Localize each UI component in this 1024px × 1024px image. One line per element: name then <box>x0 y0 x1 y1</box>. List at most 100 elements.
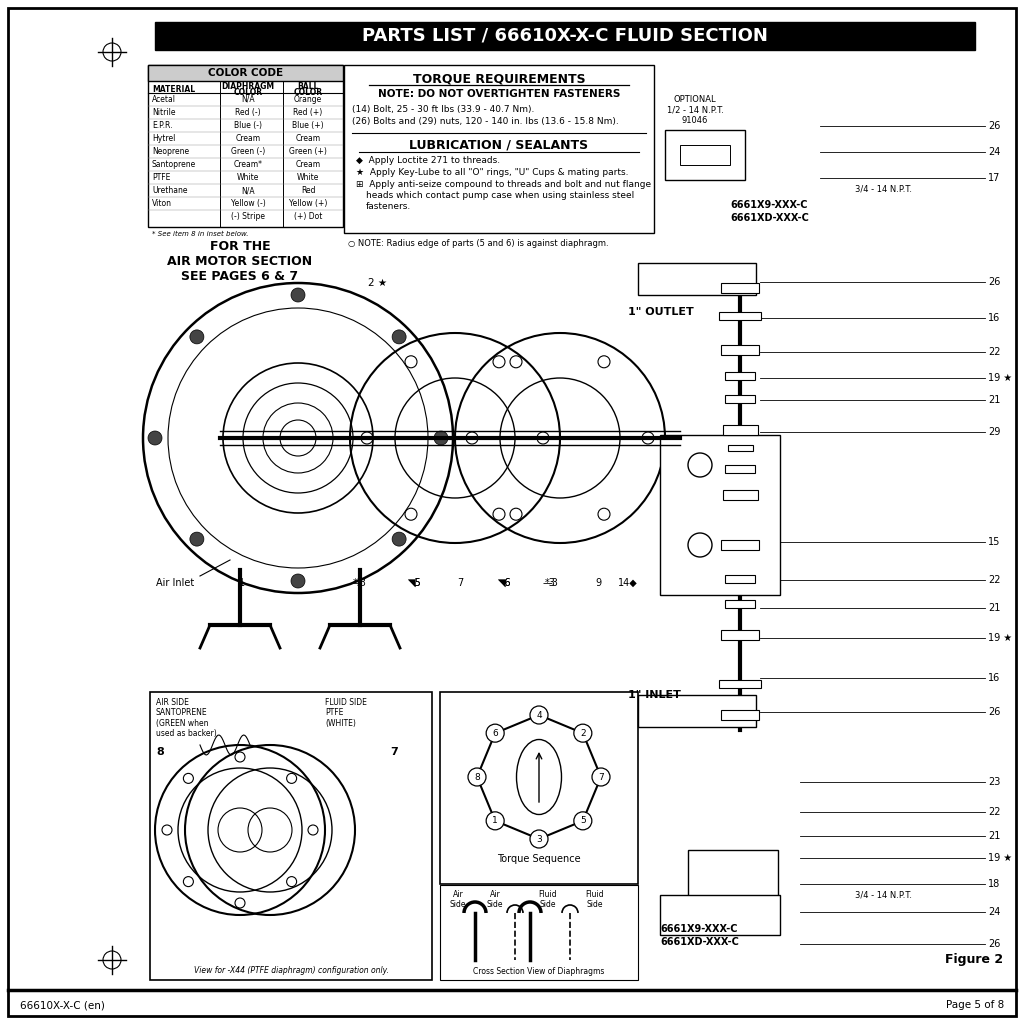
Text: Neoprene: Neoprene <box>152 147 189 156</box>
Text: ⊞  Apply anti-seize compound to threads and bolt and nut flange: ⊞ Apply anti-seize compound to threads a… <box>356 180 651 189</box>
Circle shape <box>530 706 548 724</box>
Text: LUBRICATION / SEALANTS: LUBRICATION / SEALANTS <box>410 139 589 152</box>
Text: Torque Sequence: Torque Sequence <box>498 854 581 864</box>
Text: 3: 3 <box>537 835 542 844</box>
Text: 4: 4 <box>537 711 542 720</box>
Text: *3: *3 <box>352 578 364 588</box>
Text: Air
Side: Air Side <box>486 890 503 909</box>
Text: Green (-): Green (-) <box>230 147 265 156</box>
Text: Page 5 of 8: Page 5 of 8 <box>946 1000 1004 1010</box>
Text: Green (+): Green (+) <box>289 147 327 156</box>
Text: 19 ★: 19 ★ <box>988 633 1012 643</box>
Text: 7: 7 <box>390 746 397 757</box>
Circle shape <box>486 724 504 742</box>
Circle shape <box>573 812 592 829</box>
Text: Cream: Cream <box>296 160 321 169</box>
Text: 26: 26 <box>988 939 1000 949</box>
Text: (26) Bolts and (29) nuts, 120 - 140 in. lbs (13.6 - 15.8 Nm).: (26) Bolts and (29) nuts, 120 - 140 in. … <box>352 117 618 126</box>
Text: ◆  Apply Loctite 271 to threads.: ◆ Apply Loctite 271 to threads. <box>356 156 500 165</box>
Text: ◥5: ◥5 <box>409 578 422 588</box>
Text: 2 ★: 2 ★ <box>368 278 387 288</box>
Text: Nitrile: Nitrile <box>152 108 175 117</box>
Circle shape <box>688 453 712 477</box>
Text: COLOR CODE: COLOR CODE <box>208 68 283 78</box>
Bar <box>638 695 756 727</box>
Text: 6661X9-XXX-C: 6661X9-XXX-C <box>660 924 737 934</box>
Text: 2: 2 <box>580 729 586 737</box>
Bar <box>725 372 755 380</box>
Ellipse shape <box>516 739 561 814</box>
Text: 7: 7 <box>598 772 604 781</box>
Bar <box>344 65 654 233</box>
Text: White: White <box>297 173 319 182</box>
Text: 18: 18 <box>988 879 1000 889</box>
Text: Red: Red <box>301 186 315 195</box>
Bar <box>723 425 758 435</box>
Circle shape <box>392 330 407 344</box>
Circle shape <box>434 431 449 445</box>
Text: 1: 1 <box>493 816 498 825</box>
Circle shape <box>573 724 592 742</box>
Text: Fluid
Side: Fluid Side <box>586 890 604 909</box>
Circle shape <box>148 431 162 445</box>
Text: Cream*: Cream* <box>233 160 262 169</box>
Text: MATERIAL: MATERIAL <box>152 85 196 94</box>
Text: 9: 9 <box>595 578 601 588</box>
Bar <box>725 575 755 583</box>
Circle shape <box>530 830 548 848</box>
Text: 8: 8 <box>156 746 164 757</box>
Text: Urethane: Urethane <box>152 186 187 195</box>
Circle shape <box>291 574 305 588</box>
Text: 6661X9-XXX-C: 6661X9-XXX-C <box>730 200 808 210</box>
Text: 26: 26 <box>988 278 1000 287</box>
Text: Air Inlet: Air Inlet <box>156 578 195 588</box>
Text: OPTIONAL
1/2 - 14 N.P.T.
91046: OPTIONAL 1/2 - 14 N.P.T. 91046 <box>667 95 723 125</box>
Bar <box>721 710 759 720</box>
Text: ◥6: ◥6 <box>499 578 512 588</box>
Text: 19 ★: 19 ★ <box>988 853 1012 863</box>
Text: 8: 8 <box>474 772 480 781</box>
Text: 7: 7 <box>457 578 463 588</box>
Text: Hytrel: Hytrel <box>152 134 175 143</box>
Text: ◥6: ◥6 <box>499 578 512 588</box>
Text: TORQUE REQUIREMENTS: TORQUE REQUIREMENTS <box>413 73 586 85</box>
Text: COLOR: COLOR <box>294 88 323 97</box>
Text: 1: 1 <box>239 578 245 588</box>
Bar <box>719 312 761 319</box>
Bar <box>150 692 432 980</box>
Text: Santoprene: Santoprene <box>152 160 197 169</box>
Text: FLUID SIDE
PTFE
(WHITE): FLUID SIDE PTFE (WHITE) <box>325 698 367 728</box>
Text: Yellow (+): Yellow (+) <box>289 199 328 208</box>
Text: Cream: Cream <box>236 134 260 143</box>
Text: 5: 5 <box>580 816 586 825</box>
Text: Acetal: Acetal <box>152 95 176 104</box>
Text: NOTE: DO NOT OVERTIGHTEN FASTENERS: NOTE: DO NOT OVERTIGHTEN FASTENERS <box>378 89 621 99</box>
Text: (+) Dot: (+) Dot <box>294 212 323 221</box>
Text: DIAPHRAGM: DIAPHRAGM <box>221 82 274 91</box>
Text: 22: 22 <box>988 807 1000 817</box>
Circle shape <box>189 532 204 546</box>
Bar <box>680 145 730 165</box>
Bar <box>440 885 638 980</box>
Text: Orange: Orange <box>294 95 323 104</box>
Text: 24: 24 <box>988 147 1000 157</box>
Text: Fluid
Side: Fluid Side <box>539 890 557 909</box>
Text: 1" OUTLET: 1" OUTLET <box>628 307 693 317</box>
Circle shape <box>592 768 610 786</box>
Bar <box>660 895 780 935</box>
Bar <box>719 680 761 688</box>
Text: COLOR: COLOR <box>233 88 262 97</box>
Text: 22: 22 <box>988 575 1000 585</box>
Bar <box>440 692 638 884</box>
Text: 24: 24 <box>988 907 1000 918</box>
Text: Red (-): Red (-) <box>236 108 261 117</box>
Text: AIR SIDE
SANTOPRENE
(GREEN when
used as backer): AIR SIDE SANTOPRENE (GREEN when used as … <box>156 698 217 738</box>
Text: —3: —3 <box>542 578 558 588</box>
Text: N/A: N/A <box>242 186 255 195</box>
Text: 19 ★: 19 ★ <box>988 373 1012 383</box>
Bar <box>725 395 755 403</box>
Text: heads which contact pump case when using stainless steel: heads which contact pump case when using… <box>366 191 634 200</box>
Circle shape <box>392 532 407 546</box>
Text: 21: 21 <box>988 603 1000 613</box>
Text: —3: —3 <box>350 578 366 588</box>
